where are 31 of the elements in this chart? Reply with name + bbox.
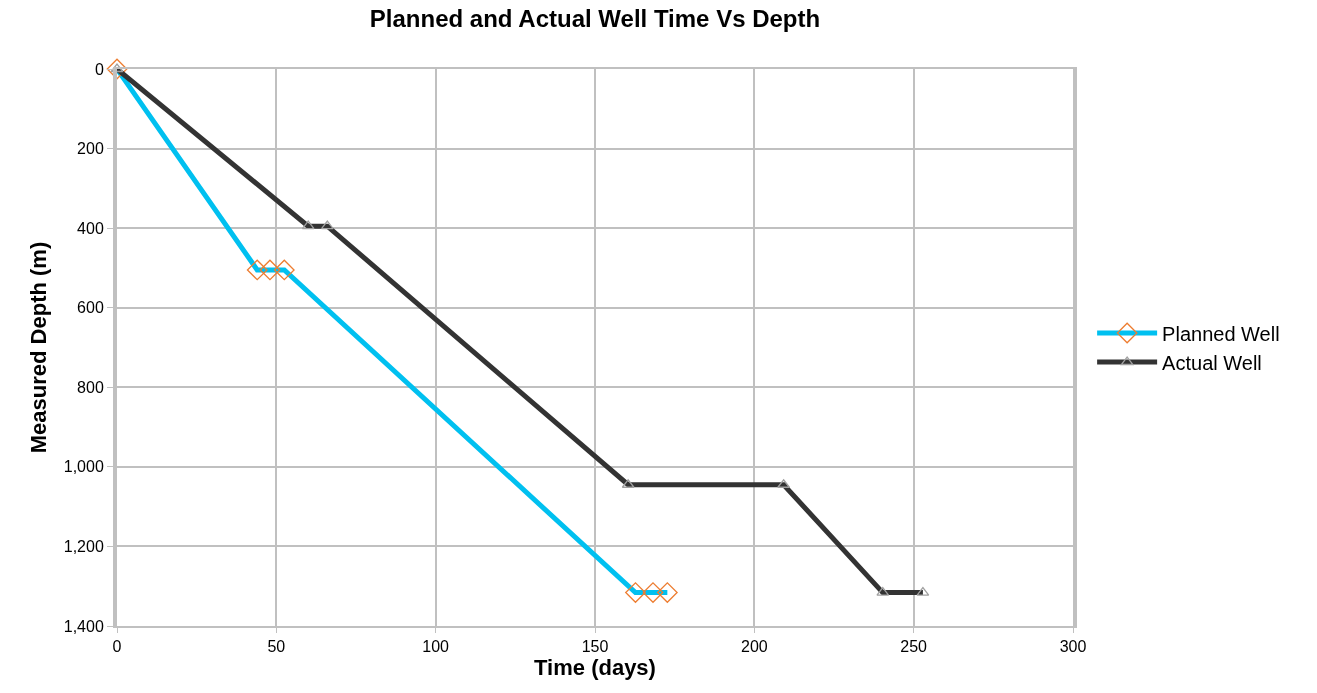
point (320, 220, 334, 230)
point (642, 582, 664, 603)
point (246, 259, 268, 281)
legend-label: Planned Well (1162, 322, 1280, 345)
x-tick-label: 300 (1059, 638, 1087, 656)
x-axis-title: Time (days) (534, 655, 656, 681)
legend-label: Actual Well (1162, 351, 1262, 374)
point (656, 582, 678, 603)
point (301, 220, 315, 230)
y-tick-label: 0 (94, 60, 104, 78)
point (625, 582, 646, 603)
point (273, 259, 295, 281)
y-tick-label: 800 (77, 378, 104, 396)
y-tick-label: 200 (77, 140, 104, 158)
y-tick-label: 1,400 (63, 617, 104, 635)
y-axis-title: Measured Depth (m) (26, 241, 52, 454)
point (259, 259, 281, 281)
point (106, 58, 128, 80)
chart-title: Planned and Actual Well Time Vs Depth (369, 5, 821, 33)
y-tick-label: 600 (77, 299, 104, 317)
y-tick-label: 1,200 (63, 538, 104, 556)
x-tick-label: 100 (422, 638, 450, 656)
point (876, 586, 890, 596)
y-tick-label: 1,000 (63, 458, 104, 476)
x-tick-label: 150 (581, 638, 609, 656)
x-tick-label: 0 (112, 638, 122, 656)
y-tick-label: 400 (77, 219, 104, 237)
x-tick-label: 250 (900, 638, 928, 656)
x-tick-label: 50 (267, 638, 286, 656)
x-tick-label: 200 (740, 638, 768, 656)
point (916, 586, 930, 596)
